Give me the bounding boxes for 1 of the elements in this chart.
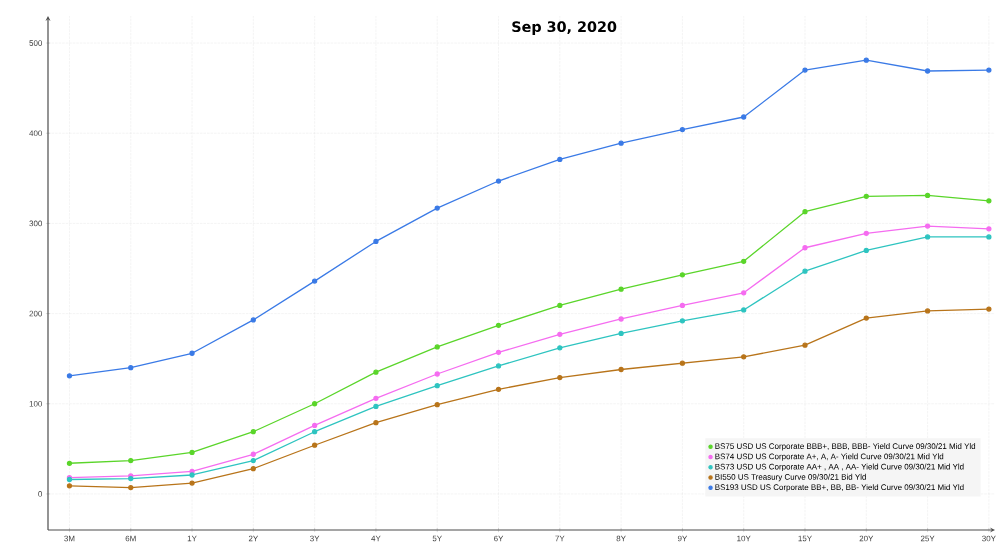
chart-title: Sep 30, 2020 [512,21,617,35]
